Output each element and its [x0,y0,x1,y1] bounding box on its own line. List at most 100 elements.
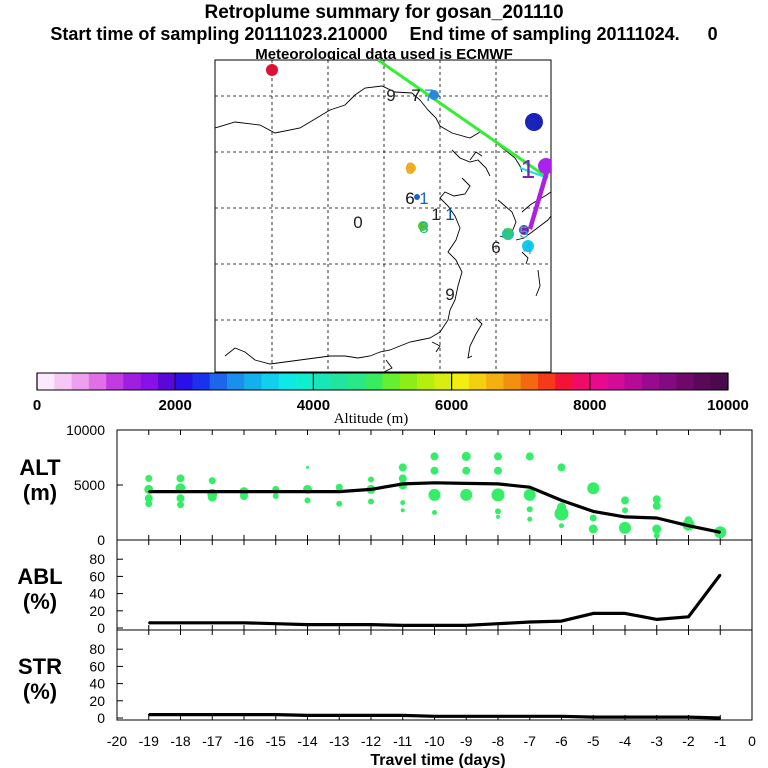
y-tick-label: 0 [97,620,105,636]
scatter-point [368,476,374,483]
map-point-label: 7 [424,86,433,105]
scatter-point [144,494,153,503]
x-tick-label: -1 [714,733,727,749]
sampling-times: Start time of sampling 20111023.210000 En… [0,24,768,45]
plume-dot [519,225,529,235]
series-vertex [465,482,468,485]
series-vertex [560,715,563,718]
series-vertex [433,482,436,484]
series-vertex [433,715,436,718]
series-vertex [401,483,404,485]
scatter-point [304,497,311,504]
series-vertex [465,624,468,627]
series-vertex [592,510,595,513]
y-axis-unit: (%) [23,589,57,614]
colorbar-tick-label: 2000 [159,397,192,414]
colorbar-cell [175,373,193,390]
colorbar-cell [589,373,608,390]
scatter-point [368,498,374,505]
colorbar-cell [468,373,487,390]
colorbar-cell [330,373,349,390]
scatter-point [145,500,153,508]
colorbar-cell [227,373,245,390]
colorbar-tick-label: 10000 [707,397,749,414]
series-vertex [528,715,531,718]
colorbar-tick-label: 0 [33,397,41,414]
x-tick-label: -16 [234,733,254,749]
series-vertex [687,616,690,618]
colorbar-cell [140,373,159,390]
series-vertex [274,490,277,493]
colorbar-cell [296,373,314,390]
colorbar-cell [607,373,625,390]
x-tick-label: -12 [361,733,381,749]
series-vertex [370,488,372,491]
y-tick-label: 80 [89,641,105,657]
end-time-label: End time of sampling 20111024. [409,24,680,44]
series-vertex [655,716,658,718]
y-axis-label: STR [18,654,62,679]
colorbar-cell [572,373,591,390]
series-vertex [592,612,595,615]
series-vertex [465,715,468,718]
x-tick-label: -11 [393,733,412,749]
colorbar-cell [451,373,470,390]
series-vertex [528,621,531,623]
colorbar-cell [37,373,55,390]
scatter-point [525,452,534,461]
colorbar-cell [365,373,383,390]
plume-dot [525,113,543,131]
panel-alt: 10000 5000 0 ALT(m) [19,422,753,548]
colorbar-cell [71,373,90,390]
map-point-label: 8 [419,218,428,237]
series-vertex [624,612,626,615]
scatter-point [430,466,439,475]
plume-wedge [528,166,551,230]
series-vertex [179,490,182,493]
scatter-point [652,524,662,534]
series-vertex [147,622,150,624]
plume-dot [406,163,416,173]
map-point-label: 1 [419,189,428,208]
series-vertex [211,713,214,716]
scatter-point [653,532,660,539]
series-vertex [338,714,341,717]
colorbar-cell [88,373,107,390]
series-vertex [306,714,309,717]
map-point-label: 9 [445,285,454,304]
scatter-point [557,463,566,472]
plume-dot [414,194,420,200]
series-vertex [719,717,722,719]
colorbar-cell [417,373,435,390]
scatter-point [621,496,629,505]
colorbar-cell [347,373,366,390]
series-vertex [243,622,245,624]
colorbar-cell [399,373,418,390]
scatter-point [527,516,533,522]
series-vertex [592,716,595,718]
coastline [535,269,541,297]
colorbar-tick-label: 4000 [297,397,330,414]
coastline [383,359,393,372]
colorbar-major-ticks [36,373,729,390]
series-vertex [719,531,722,534]
plume-dot [502,228,514,240]
coastline [469,151,483,161]
x-tick-label: -10 [424,733,444,749]
scatter-point [207,492,217,502]
series-vertex [338,623,341,626]
scatter-point [588,524,598,534]
series-vertex [370,714,372,717]
map-point-label: 7 [503,225,512,244]
colorbar-cells [37,373,729,390]
scatter-point [494,466,502,475]
x-tick-label: -17 [202,733,222,749]
series-vertex [624,716,626,718]
scatter-point [432,510,437,515]
colorbar-cell [555,373,573,390]
series-vertex [147,490,150,493]
coastline [515,215,551,241]
colorbar-cell [520,373,539,390]
scatter-point [587,482,600,495]
